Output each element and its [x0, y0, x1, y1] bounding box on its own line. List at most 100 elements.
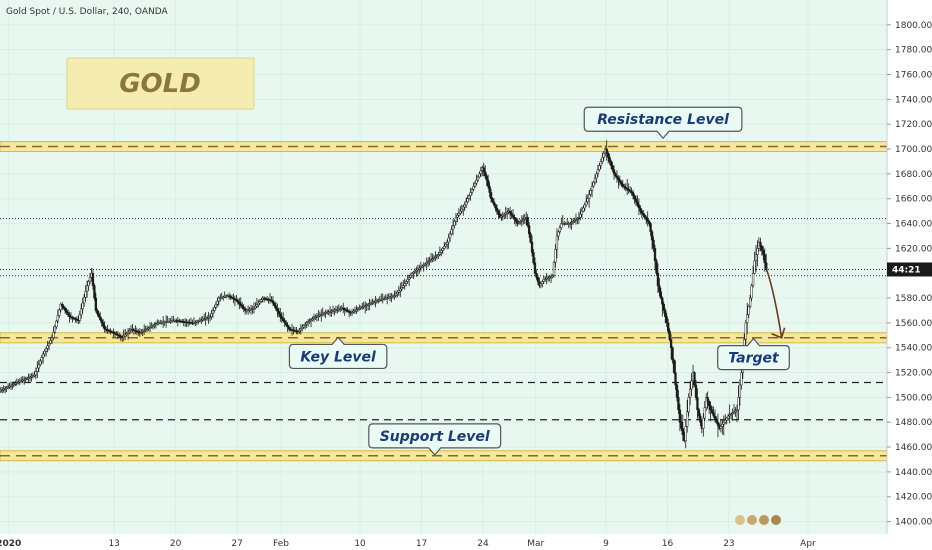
- y-tick-label: 1560.000: [895, 319, 932, 329]
- candle-body: [721, 424, 724, 427]
- candle-body: [529, 233, 532, 243]
- candle-body: [345, 309, 348, 311]
- candle-body: [478, 173, 481, 178]
- candle-body: [285, 322, 288, 326]
- candle-body: [608, 157, 611, 162]
- candle-body: [233, 298, 237, 301]
- candle-body: [482, 167, 485, 173]
- candle-body: [409, 275, 412, 278]
- candle-body: [416, 268, 420, 271]
- candle-body: [125, 333, 128, 336]
- candle-body: [238, 301, 241, 305]
- candle-body: [260, 299, 263, 302]
- candle-body: [128, 330, 131, 333]
- candle-body: [208, 316, 212, 318]
- candle-body: [615, 175, 619, 179]
- candle-body: [760, 246, 764, 251]
- candle-body: [708, 401, 711, 406]
- candle-body: [94, 297, 98, 311]
- candle-body: [83, 296, 86, 304]
- candle-body: [33, 374, 36, 377]
- candle-body: [539, 283, 542, 286]
- candle-body: [276, 308, 279, 312]
- candle-body: [642, 212, 645, 216]
- candle-body: [241, 305, 244, 308]
- candle-body: [732, 411, 736, 414]
- callout[interactable]: Support Level: [368, 423, 502, 456]
- candle-body: [669, 339, 673, 348]
- candle-body: [210, 313, 213, 317]
- candle-body: [491, 198, 494, 203]
- candle-body: [441, 248, 444, 251]
- x-tick-label: Mar: [527, 539, 544, 549]
- candle-body: [145, 328, 149, 330]
- candle-body: [473, 182, 477, 187]
- candle-body: [617, 177, 620, 181]
- candle-body: [37, 364, 40, 369]
- candle-body: [573, 220, 576, 222]
- candle-body: [650, 231, 654, 241]
- candle-body: [653, 248, 657, 262]
- candle-body: [724, 419, 727, 423]
- candle-body: [426, 261, 430, 264]
- candle-body: [729, 413, 733, 416]
- candle-body: [434, 256, 437, 258]
- y-tick-label: 1680.000: [895, 170, 932, 180]
- candle-body: [242, 306, 245, 310]
- y-tick-label: 1460.000: [895, 443, 932, 453]
- candle-body: [308, 320, 311, 323]
- y-tick-label: 1760.000: [895, 71, 932, 81]
- candle-body: [68, 314, 71, 317]
- time-axis-background: [0, 534, 932, 550]
- candle-body: [618, 179, 622, 183]
- candle-body: [406, 279, 409, 282]
- candle-body: [43, 350, 46, 355]
- callout[interactable]: Target: [717, 337, 790, 371]
- candle-body: [605, 148, 608, 154]
- candle-body: [680, 421, 683, 429]
- candle-body: [716, 421, 720, 426]
- candle-body: [255, 304, 259, 307]
- candle-body: [47, 342, 51, 347]
- candle-body: [522, 219, 525, 221]
- candle-body: [488, 186, 491, 193]
- candle-body: [508, 210, 512, 214]
- candle-body: [612, 169, 616, 175]
- candle-body: [99, 316, 102, 321]
- candle-body: [582, 207, 585, 212]
- candle-body: [286, 324, 289, 328]
- candle-body: [447, 237, 450, 243]
- callout[interactable]: Resistance Level: [583, 106, 743, 140]
- candle-body: [744, 322, 747, 340]
- candle-body: [88, 277, 92, 282]
- candle-body: [557, 231, 560, 237]
- candle-body: [283, 320, 286, 324]
- candle-body: [42, 353, 45, 358]
- y-tick-label: 1500.000: [895, 393, 932, 403]
- candle-body: [697, 409, 701, 417]
- candle-body: [746, 314, 749, 324]
- y-tick-label: 1440.000: [895, 468, 932, 478]
- callouts[interactable]: Resistance Level Key Level Support Level Ta…: [288, 106, 790, 456]
- candle-body: [257, 302, 260, 305]
- candle-body: [301, 326, 304, 329]
- candle-body: [506, 211, 509, 214]
- candle-body: [715, 418, 718, 423]
- candle-body: [620, 181, 623, 185]
- candle-body: [754, 254, 758, 262]
- x-tick-label: Feb: [273, 539, 289, 549]
- candle-body: [737, 397, 740, 411]
- candle-body: [440, 250, 443, 253]
- candle-body: [579, 213, 582, 218]
- candle-body: [530, 241, 534, 253]
- candle-body: [595, 173, 598, 179]
- candle-body: [503, 213, 506, 216]
- candle-body: [346, 310, 349, 312]
- callout[interactable]: Key Level: [288, 336, 388, 370]
- candle-body: [422, 264, 425, 267]
- candle-body: [535, 272, 538, 278]
- x-tick-label: 16: [662, 539, 674, 549]
- callout-label: Support Level: [380, 429, 490, 445]
